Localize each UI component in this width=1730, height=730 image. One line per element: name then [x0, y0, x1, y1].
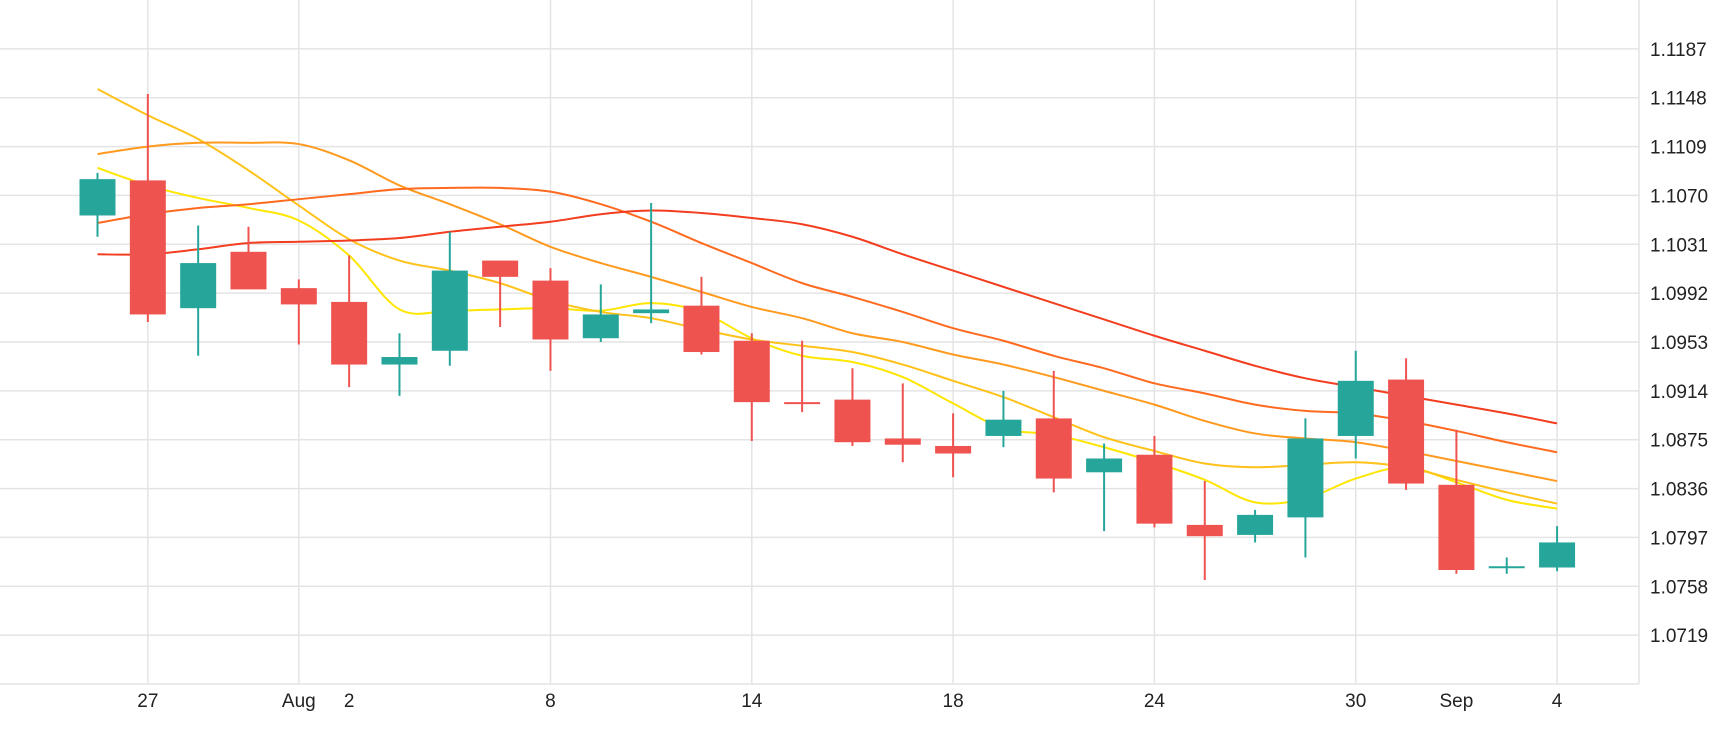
- candle-body: [1287, 438, 1324, 518]
- candle-body: [1035, 418, 1072, 479]
- candle-body: [482, 260, 519, 277]
- candle-12: [683, 276, 720, 355]
- price-tick-label: 1.0992: [1650, 284, 1708, 305]
- time-tick-label: Sep: [1440, 691, 1474, 712]
- price-tick-label: 1.1148: [1650, 89, 1707, 110]
- candle-5: [331, 255, 368, 388]
- candle-body: [784, 402, 821, 405]
- candle-body: [381, 357, 418, 365]
- price-tick-label: 1.0719: [1650, 626, 1708, 647]
- candle-body: [1388, 379, 1425, 484]
- candle-4: [280, 279, 317, 345]
- candle-0: [79, 172, 116, 237]
- candle-body: [683, 305, 720, 353]
- grid: [0, 0, 1639, 685]
- candle-body: [1086, 458, 1123, 473]
- time-tick-label: 8: [545, 691, 556, 712]
- price-tick-label: 1.0953: [1650, 333, 1708, 354]
- candle-9: [532, 268, 569, 371]
- candle-body: [884, 438, 921, 445]
- candle-body: [935, 445, 972, 454]
- candle-7: [431, 231, 468, 366]
- candle-body: [1186, 524, 1223, 537]
- candle-18: [985, 390, 1022, 448]
- candle-body: [280, 288, 317, 305]
- time-tick-label: 4: [1552, 691, 1563, 712]
- price-tick-label: 1.1109: [1650, 138, 1707, 159]
- time-tick-label: Aug: [282, 691, 316, 712]
- candle-body: [1488, 566, 1525, 569]
- price-tick-label: 1.0914: [1650, 382, 1709, 403]
- time-axis: 27 Aug 2 8 14 18 24 30 Sep 4: [137, 691, 1563, 712]
- candle-28: [1488, 557, 1525, 574]
- candle-14: [784, 340, 821, 413]
- time-tick-label: 27: [137, 691, 158, 712]
- time-tick-label: 2: [344, 691, 355, 712]
- candle-body: [431, 270, 468, 351]
- time-tick-label: 24: [1144, 691, 1166, 712]
- moving-average-line-5: [97, 209, 1558, 425]
- candle-body: [1438, 484, 1475, 570]
- candle-body: [633, 309, 670, 314]
- time-tick-label: 14: [741, 691, 763, 712]
- price-tick-label: 1.0797: [1650, 528, 1708, 549]
- candle-29: [1539, 526, 1576, 572]
- candle-16: [884, 383, 921, 463]
- candle-26: [1388, 358, 1425, 490]
- candle-1: [129, 93, 166, 322]
- candle-27: [1438, 429, 1475, 574]
- moving-average-line-4: [97, 186, 1558, 454]
- price-tick-label: 1.1070: [1650, 186, 1708, 207]
- candle-body: [1337, 380, 1374, 436]
- candle-2: [180, 225, 217, 356]
- candle-body: [331, 301, 368, 365]
- price-tick-label: 1.0875: [1650, 431, 1708, 452]
- candle-21: [1136, 435, 1173, 528]
- candle-20: [1086, 443, 1123, 532]
- candle-8: [482, 260, 519, 327]
- candle-15: [834, 368, 871, 446]
- candle-13: [733, 333, 770, 441]
- candle-19: [1035, 370, 1072, 493]
- candle-24: [1287, 418, 1324, 558]
- candle-body: [1539, 542, 1576, 568]
- time-tick-label: 30: [1345, 691, 1366, 712]
- candle-10: [582, 284, 619, 342]
- candle-body: [532, 280, 569, 340]
- candle-17: [935, 413, 972, 478]
- candle-body: [79, 179, 116, 216]
- candle-3: [230, 226, 267, 290]
- candle-25: [1337, 350, 1374, 459]
- candle-body: [230, 251, 267, 290]
- candle-body: [129, 180, 166, 315]
- candle-body: [180, 263, 217, 309]
- candle-body: [582, 314, 619, 339]
- price-tick-label: 1.0836: [1650, 480, 1708, 501]
- candle-22: [1186, 481, 1223, 581]
- time-tick-label: 18: [943, 691, 964, 712]
- price-tick-label: 1.1031: [1650, 235, 1708, 256]
- price-tick-label: 1.1187: [1650, 40, 1707, 61]
- price-tick-label: 1.0758: [1650, 577, 1708, 598]
- price-axis: 1.1187 1.1148 1.1109 1.1070 1.1031 1.0992 1.09…: [1650, 40, 1709, 647]
- candle-6: [381, 333, 418, 396]
- candle-body: [733, 340, 770, 403]
- candle-23: [1237, 509, 1274, 543]
- candle-11: [633, 202, 670, 324]
- candle-body: [1237, 514, 1274, 535]
- candle-body: [985, 419, 1022, 436]
- candle-body: [834, 399, 871, 443]
- candle-body: [1136, 454, 1173, 524]
- candles: [79, 93, 1576, 581]
